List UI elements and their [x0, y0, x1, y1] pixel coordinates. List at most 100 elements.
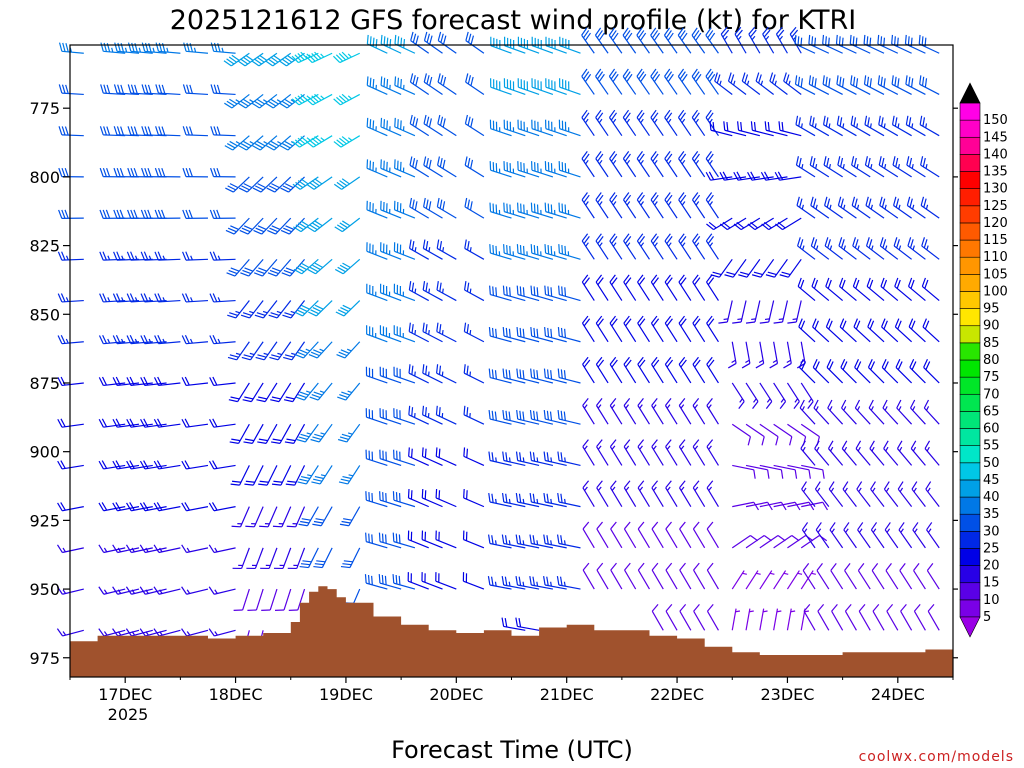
wind-barb: [854, 359, 871, 384]
wind-barb: [751, 258, 775, 278]
wind-barb: [239, 217, 264, 235]
wind-barb: [238, 176, 264, 193]
wind-barb: [490, 36, 512, 54]
colorbar-underflow-arrow: [959, 616, 981, 638]
wind-barb: [410, 31, 430, 54]
wind-barb: [734, 26, 747, 54]
wind-barb: [56, 586, 84, 595]
wind-barb: [769, 341, 779, 369]
wind-barb: [609, 439, 623, 466]
wind-barb: [299, 547, 319, 569]
wind-barb: [436, 239, 457, 260]
colorbar-label: 30: [983, 524, 1000, 539]
wind-barb: [139, 586, 167, 595]
wind-barb: [516, 244, 540, 260]
wind-barb: [154, 334, 181, 345]
wind-barb: [824, 196, 843, 219]
wind-barb: [841, 440, 857, 466]
colorbar-segment: [959, 188, 981, 207]
wind-barb: [609, 315, 623, 343]
wind-barb: [557, 368, 581, 384]
credit-text: coolwx.com/models: [859, 749, 1014, 765]
wind-barb: [298, 506, 319, 527]
wind-barb: [911, 481, 926, 508]
wind-barb: [636, 68, 650, 95]
wind-barb: [182, 126, 208, 137]
wind-barb: [209, 209, 236, 219]
wind-barb: [918, 34, 940, 54]
wind-barb: [154, 167, 181, 178]
wind-barb: [543, 451, 567, 467]
wind-barb: [581, 274, 595, 301]
x-tick-label: 23DEC: [760, 685, 814, 704]
wind-barb: [529, 576, 554, 590]
wind-barb: [896, 440, 913, 466]
wind-barb: [437, 114, 457, 137]
wind-barb: [515, 534, 540, 549]
wind-barb: [665, 480, 678, 507]
wind-barb: [182, 209, 208, 219]
wind-barb: [531, 161, 554, 178]
wind-barb: [515, 576, 540, 590]
wind-barb: [421, 447, 443, 466]
colorbar-segment: [959, 513, 981, 532]
wind-barb: [435, 405, 457, 425]
wind-barb: [247, 588, 264, 611]
wind-barb: [765, 258, 788, 278]
wind-barb: [488, 368, 512, 384]
y-tick-label: 775: [29, 99, 60, 118]
wind-barb: [831, 603, 844, 631]
wind-barb: [394, 159, 416, 178]
wind-barb: [279, 93, 305, 109]
wind-barb: [56, 544, 84, 554]
wind-barb: [764, 121, 788, 137]
wind-barb: [181, 334, 209, 345]
wind-barb: [126, 376, 153, 387]
wind-barb: [812, 359, 830, 384]
wind-barb: [783, 341, 792, 369]
wind-barb: [530, 244, 554, 260]
wind-barb: [181, 502, 209, 512]
colorbar-segment: [959, 154, 981, 172]
wind-barb: [706, 217, 733, 231]
wind-barb: [153, 586, 181, 595]
wind-barb: [209, 251, 236, 261]
wind-barb: [581, 109, 595, 137]
wind-barb: [98, 628, 126, 637]
wind-barb: [531, 78, 554, 96]
wind-barb: [794, 75, 816, 95]
wind-barb: [899, 563, 913, 590]
wind-barb: [823, 156, 843, 178]
wind-barb: [760, 171, 788, 181]
wind-barb: [437, 31, 457, 54]
wind-barb: [126, 460, 153, 470]
wind-barb: [422, 364, 443, 384]
wind-barb: [885, 563, 899, 590]
colorbar-segment: [959, 205, 981, 224]
wind-barb: [705, 27, 719, 54]
wind-barb: [581, 151, 595, 178]
wind-barb: [515, 451, 540, 467]
wind-barb: [797, 277, 816, 302]
wind-barb: [921, 277, 940, 302]
wind-barb: [798, 359, 816, 384]
wind-barb: [407, 530, 429, 549]
wind-barb: [737, 121, 760, 137]
wind-barb: [923, 359, 940, 384]
wind-barb: [503, 161, 526, 178]
wind-barb: [759, 464, 784, 479]
wind-barb: [759, 608, 768, 631]
wind-barb: [209, 418, 236, 428]
wind-barb: [609, 398, 623, 425]
wind-barb: [231, 506, 250, 528]
wind-barb: [112, 376, 140, 387]
wind-barb: [919, 115, 940, 137]
wind-barb: [800, 440, 816, 466]
wind-barb: [608, 27, 623, 54]
wind-barb: [56, 628, 84, 637]
wind-barb: [838, 237, 857, 260]
wind-barb: [595, 192, 609, 219]
wind-barb: [153, 460, 181, 470]
wind-barb: [435, 447, 457, 466]
wind-barb: [840, 359, 857, 384]
